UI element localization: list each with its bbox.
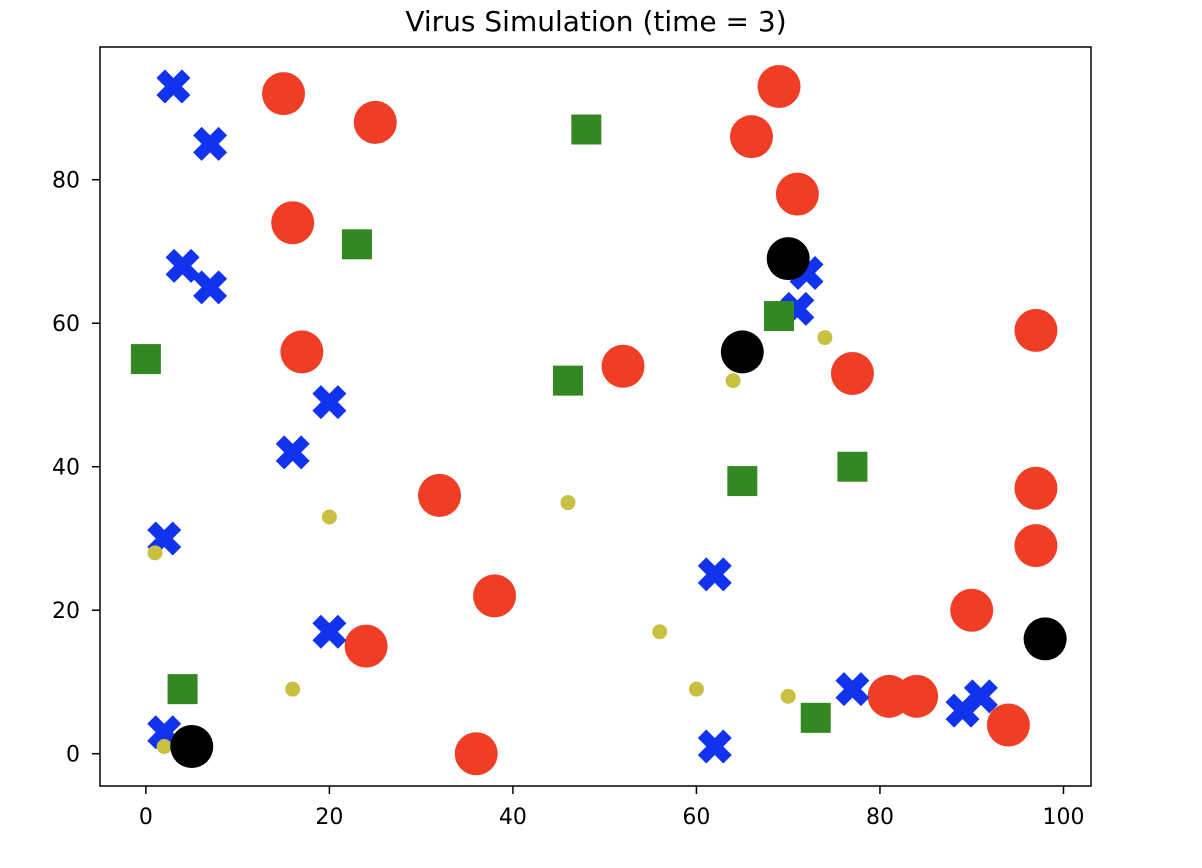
- point-circle-small-6: [725, 373, 741, 389]
- point-circle-large-10: [729, 115, 773, 159]
- point-circle-large-8: [601, 344, 645, 388]
- point-x-cross-5: [275, 435, 310, 470]
- point-square-6: [837, 451, 868, 482]
- y-tick-label-0: 0: [66, 743, 80, 768]
- point-circle-small-4: [560, 495, 576, 511]
- point-square-5: [727, 466, 758, 497]
- point-x-cross-3: [193, 270, 228, 305]
- point-circle-small-2: [285, 681, 301, 697]
- x-tick-label-20: 20: [315, 805, 343, 830]
- y-axis: 0 20 40 60 80: [52, 169, 100, 768]
- point-square-1: [341, 229, 372, 260]
- point-circle-small-9: [780, 688, 796, 704]
- point-x-cross-10: [697, 729, 732, 764]
- point-circle-large-19: [986, 703, 1030, 747]
- series-x-cross: [147, 69, 998, 764]
- series-square: [130, 114, 868, 733]
- y-tick-label-60: 60: [52, 312, 80, 337]
- point-circle-small-8: [688, 681, 704, 697]
- point-square-4: [764, 301, 795, 332]
- series-circle-large: [262, 64, 1058, 776]
- point-x-cross-0: [156, 69, 191, 104]
- point-circle-large-9: [757, 64, 801, 108]
- point-square-7: [167, 674, 198, 705]
- point-x-cross-9: [697, 557, 732, 592]
- point-circle-large-16: [950, 588, 994, 632]
- point-circle-small-0: [147, 545, 163, 561]
- point-circle-large-15: [1014, 524, 1058, 568]
- point-circle-large-0: [262, 72, 306, 116]
- y-tick-label-40: 40: [52, 456, 80, 481]
- markers-layer: [130, 64, 1067, 776]
- point-circle-large-6: [344, 624, 388, 668]
- series-circle-black: [170, 237, 1067, 769]
- point-square-0: [571, 114, 602, 145]
- point-x-cross-1: [193, 126, 228, 161]
- point-circle-large-5: [473, 574, 517, 618]
- point-circle-large-14: [1014, 466, 1058, 510]
- point-square-2: [130, 344, 161, 375]
- point-x-cross-2: [165, 248, 200, 283]
- point-circle-large-7: [454, 732, 498, 776]
- point-square-8: [800, 702, 831, 733]
- point-circle-small-5: [652, 624, 668, 640]
- point-circle-black-3: [170, 725, 214, 769]
- x-tick-label-40: 40: [499, 805, 527, 830]
- x-tick-label-60: 60: [682, 805, 710, 830]
- point-x-cross-7: [312, 614, 347, 649]
- point-circle-large-11: [775, 172, 819, 216]
- point-square-3: [552, 365, 583, 396]
- point-circle-small-1: [321, 509, 337, 525]
- y-tick-label-20: 20: [52, 599, 80, 624]
- point-circle-large-2: [271, 201, 315, 245]
- x-axis: 0 20 40 60 80 100: [139, 786, 1084, 830]
- point-x-cross-4: [312, 385, 347, 420]
- x-tick-label-80: 80: [866, 805, 894, 830]
- point-circle-large-1: [353, 100, 397, 144]
- point-x-cross-13: [835, 672, 870, 707]
- point-circle-black-0: [766, 237, 810, 281]
- point-x-cross-15: [963, 679, 998, 714]
- plot-frame: [99, 46, 1092, 787]
- chart-title: Virus Simulation (time = 3): [405, 5, 786, 38]
- point-circle-large-4: [418, 473, 462, 517]
- point-circle-black-2: [1023, 617, 1067, 661]
- point-circle-large-3: [280, 330, 324, 374]
- y-tick-label-80: 80: [52, 169, 80, 194]
- point-circle-large-18: [895, 674, 939, 718]
- point-circle-black-1: [720, 330, 764, 374]
- x-tick-label-0: 0: [139, 805, 153, 830]
- x-tick-label-100: 100: [1042, 805, 1084, 830]
- point-circle-large-13: [1014, 308, 1058, 352]
- point-circle-large-12: [830, 351, 874, 395]
- point-circle-small-3: [156, 739, 172, 755]
- point-circle-small-7: [817, 330, 833, 346]
- series-circle-small: [147, 330, 833, 755]
